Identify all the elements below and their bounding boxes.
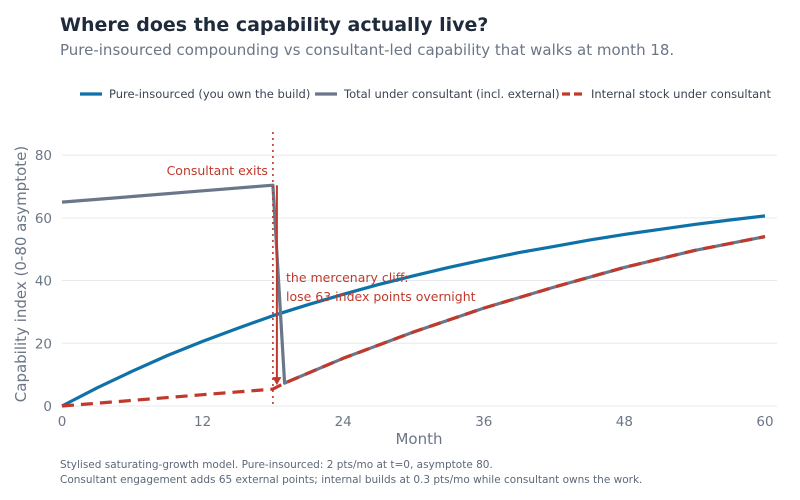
chart-subtitle: Pure-insourced compounding vs consultant… [60, 41, 675, 59]
x-tick-label: 60 [756, 414, 773, 430]
x-tick-label: 24 [335, 414, 352, 430]
axes: Month Capability index (0-80 asymptote) … [12, 146, 774, 448]
y-axis-label: Capability index (0-80 asymptote) [12, 146, 30, 402]
chart-legend: Pure-insourced (you own the build) Total … [80, 87, 771, 101]
x-tick-label: 48 [616, 414, 633, 430]
legend-label-2: Total under consultant (incl. external) [343, 87, 560, 101]
y-tick-label: 80 [35, 148, 52, 164]
footnote-model: Stylised saturating-growth model. Pure-i… [60, 459, 493, 471]
cliff-label-line1: the mercenary cliff: [286, 270, 409, 285]
y-tick-label: 60 [35, 211, 52, 227]
series-line-1 [61, 214, 766, 408]
plot-area [61, 183, 766, 408]
annotations: Consultant exits the mercenary cliff: lose… [167, 132, 476, 406]
footnote-engagement: Consultant engagement adds 65 external p… [60, 474, 643, 486]
legend-label-3: Internal stock under consultant [591, 87, 771, 101]
cliff-arrow-head [272, 377, 282, 386]
legend-label-1: Pure-insourced (you own the build) [109, 87, 310, 101]
series-line-2 [61, 183, 766, 385]
series-line-3 [61, 235, 766, 408]
x-axis-label: Month [395, 430, 442, 448]
cliff-label-line2: lose 63 index points overnight [286, 289, 476, 304]
chart-title: Where does the capability actually live? [60, 14, 489, 36]
y-tick-label: 40 [35, 274, 52, 290]
y-tick-label: 0 [43, 399, 52, 415]
consultant-exits-label: Consultant exits [167, 163, 268, 178]
x-tick-label: 36 [475, 414, 492, 430]
x-tick-label: 12 [194, 414, 211, 430]
x-tick-label: 0 [58, 414, 67, 430]
grid-lines [62, 154, 777, 407]
y-tick-label: 20 [35, 336, 52, 352]
